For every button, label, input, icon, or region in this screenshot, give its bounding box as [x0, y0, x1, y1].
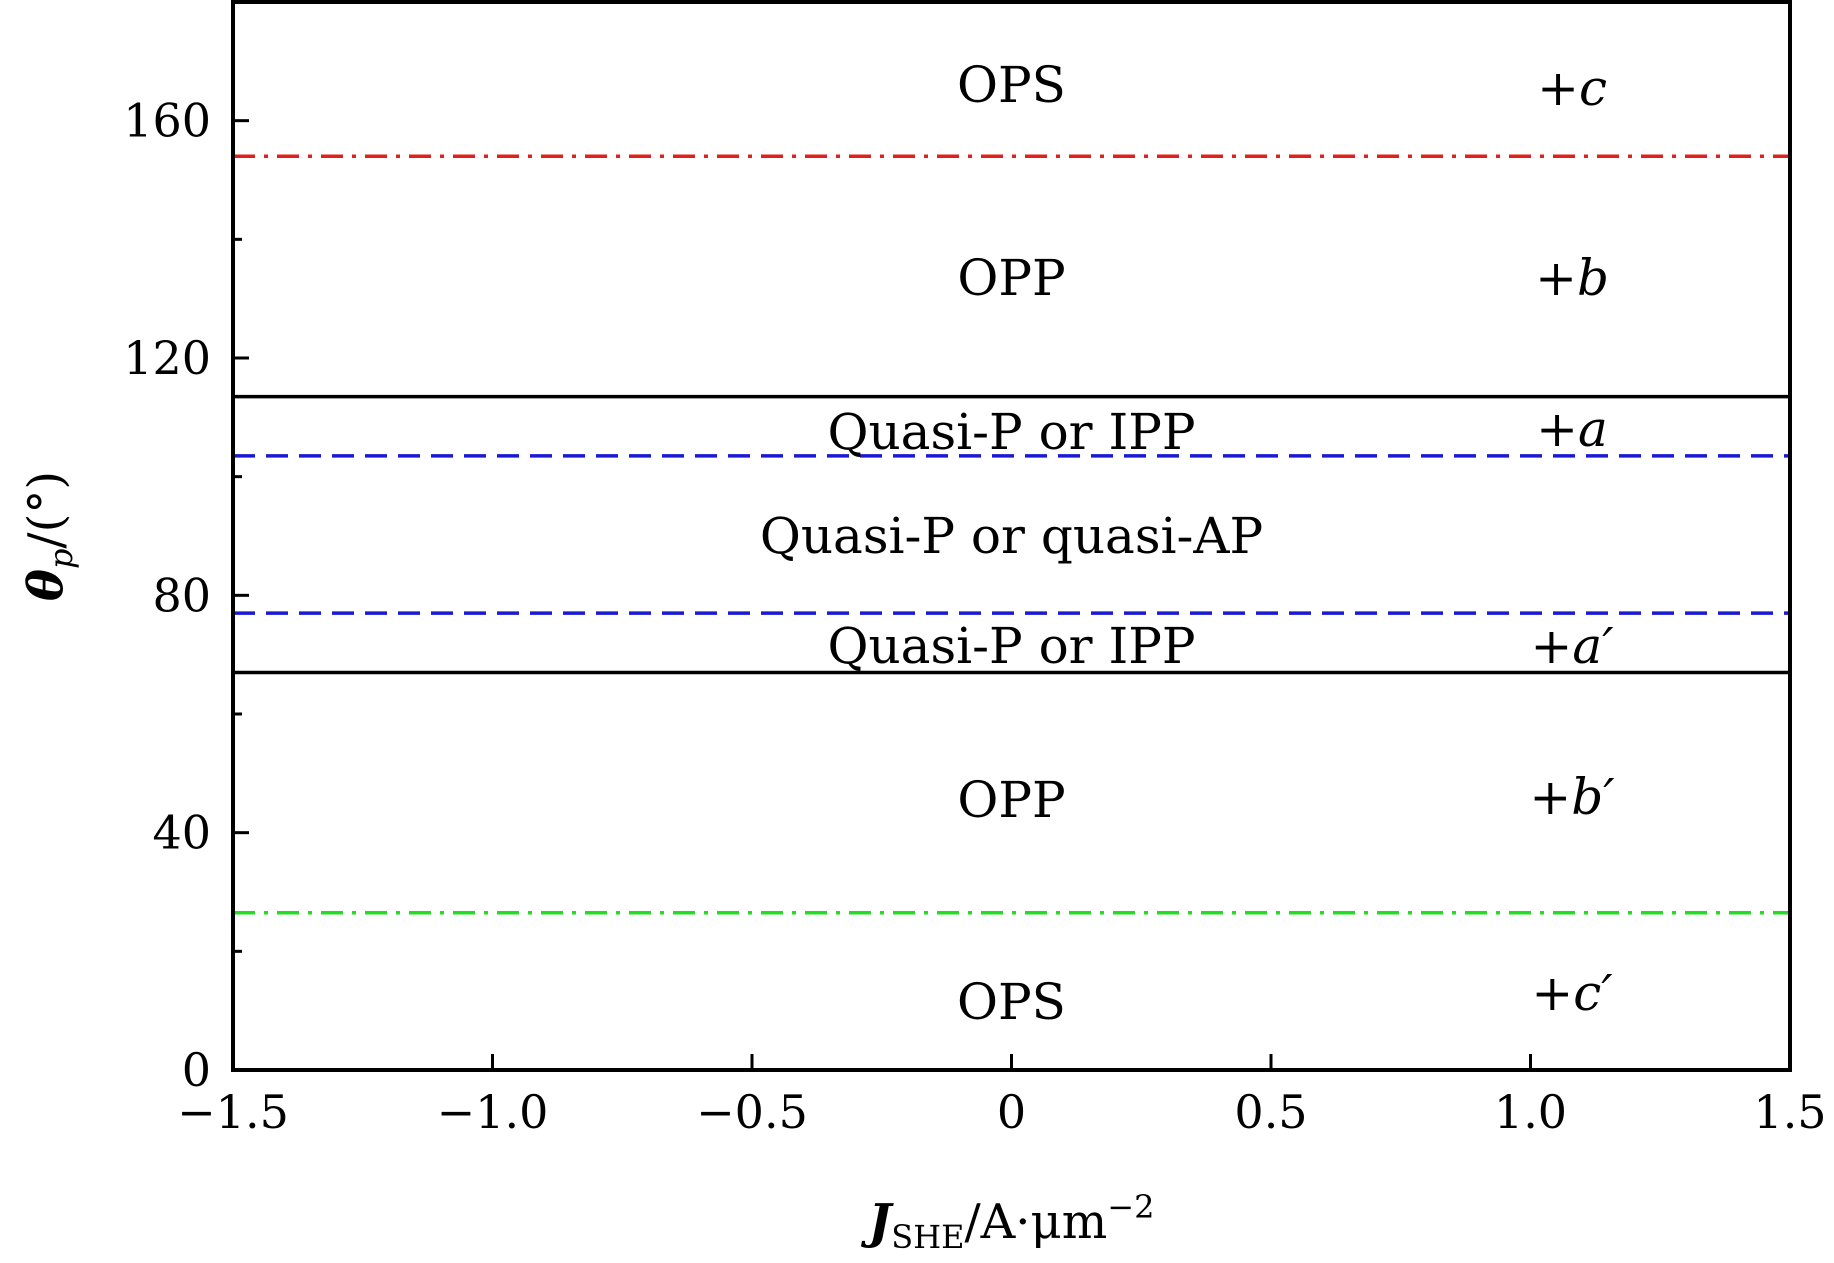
region-label-3: Quasi-P or IPP — [827, 403, 1195, 461]
y-axis-title-rest: /(°) — [18, 471, 74, 549]
y-tick-label: 0 — [182, 1043, 211, 1097]
y-axis-title-sub: p — [42, 549, 80, 569]
x-axis-title-main: J — [861, 1194, 895, 1250]
branch-label-1: +c — [1537, 59, 1607, 117]
x-axis-title-sub: SHE — [891, 1218, 964, 1256]
y-tick-label: 80 — [152, 568, 211, 622]
branch-label-4: +a′ — [1530, 617, 1614, 675]
y-axis-title-main: θ — [18, 569, 74, 601]
branch-label-2: +b — [1535, 249, 1609, 307]
y-tick-label: 40 — [152, 806, 211, 860]
x-tick-label: −1.5 — [177, 1085, 289, 1139]
branch-label-3: +a — [1536, 400, 1608, 458]
x-tick-label: 1.5 — [1753, 1085, 1826, 1139]
region-label-4: Quasi-P or quasi-AP — [760, 507, 1263, 565]
y-tick-label: 160 — [123, 94, 211, 148]
tick-layer: −1.5 −1.0 −0.5 0 0.5 1.0 1.5 0 40 80 120 160 — [123, 94, 1826, 1139]
series-layer — [233, 154, 1790, 915]
x-tick-label: 0 — [997, 1085, 1026, 1139]
x-axis-title-sup: −2 — [1107, 1188, 1154, 1226]
region-label-2: OPP — [957, 249, 1065, 307]
x-tick-label: 0.5 — [1234, 1085, 1307, 1139]
x-tick-label: −1.0 — [437, 1085, 549, 1139]
branch-label-6: +c′ — [1531, 964, 1613, 1022]
x-tick-label: −0.5 — [696, 1085, 808, 1139]
x-tick-label: 1.0 — [1494, 1085, 1567, 1139]
x-axis-title-rest: /A·μm — [964, 1194, 1107, 1250]
region-label-1: OPS — [957, 56, 1066, 114]
branch-label-5: +b′ — [1529, 768, 1615, 826]
y-axis-title: θp/(°) — [18, 471, 80, 601]
y-tick-label: 120 — [123, 331, 211, 385]
region-label-6: OPP — [957, 771, 1065, 829]
region-label-7: OPS — [957, 973, 1066, 1031]
x-axis-title: JSHE/A·μm−2 — [861, 1188, 1155, 1256]
label-layer: OPS OPP Quasi-P or IPP Quasi-P or quasi-AP Q… — [760, 56, 1615, 1031]
region-label-5: Quasi-P or IPP — [827, 617, 1195, 675]
